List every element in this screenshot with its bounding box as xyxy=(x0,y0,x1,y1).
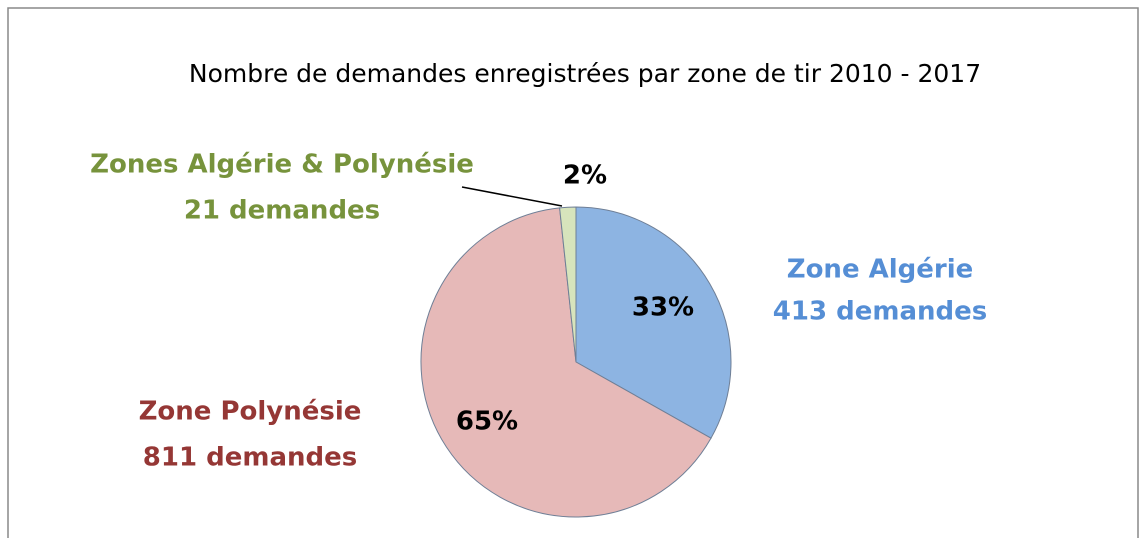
pie-slice xyxy=(420,207,712,518)
pie-slice xyxy=(559,206,577,363)
category-label: Zone Polynésie xyxy=(139,397,362,427)
value-label: 413 demandes xyxy=(773,297,987,327)
category-label: Zones Algérie & Polynésie xyxy=(90,150,474,180)
category-label: Zone Algérie xyxy=(787,255,974,285)
percent-label: 2% xyxy=(563,161,607,191)
value-label: 811 demandes xyxy=(143,443,357,473)
value-label: 21 demandes xyxy=(184,196,380,226)
pie-slice xyxy=(575,206,732,439)
percent-label: 33% xyxy=(632,293,694,323)
leader-line xyxy=(461,186,563,207)
chart-title: Nombre de demandes enregistrées par zone… xyxy=(189,59,981,88)
percent-label: 65% xyxy=(456,407,518,437)
